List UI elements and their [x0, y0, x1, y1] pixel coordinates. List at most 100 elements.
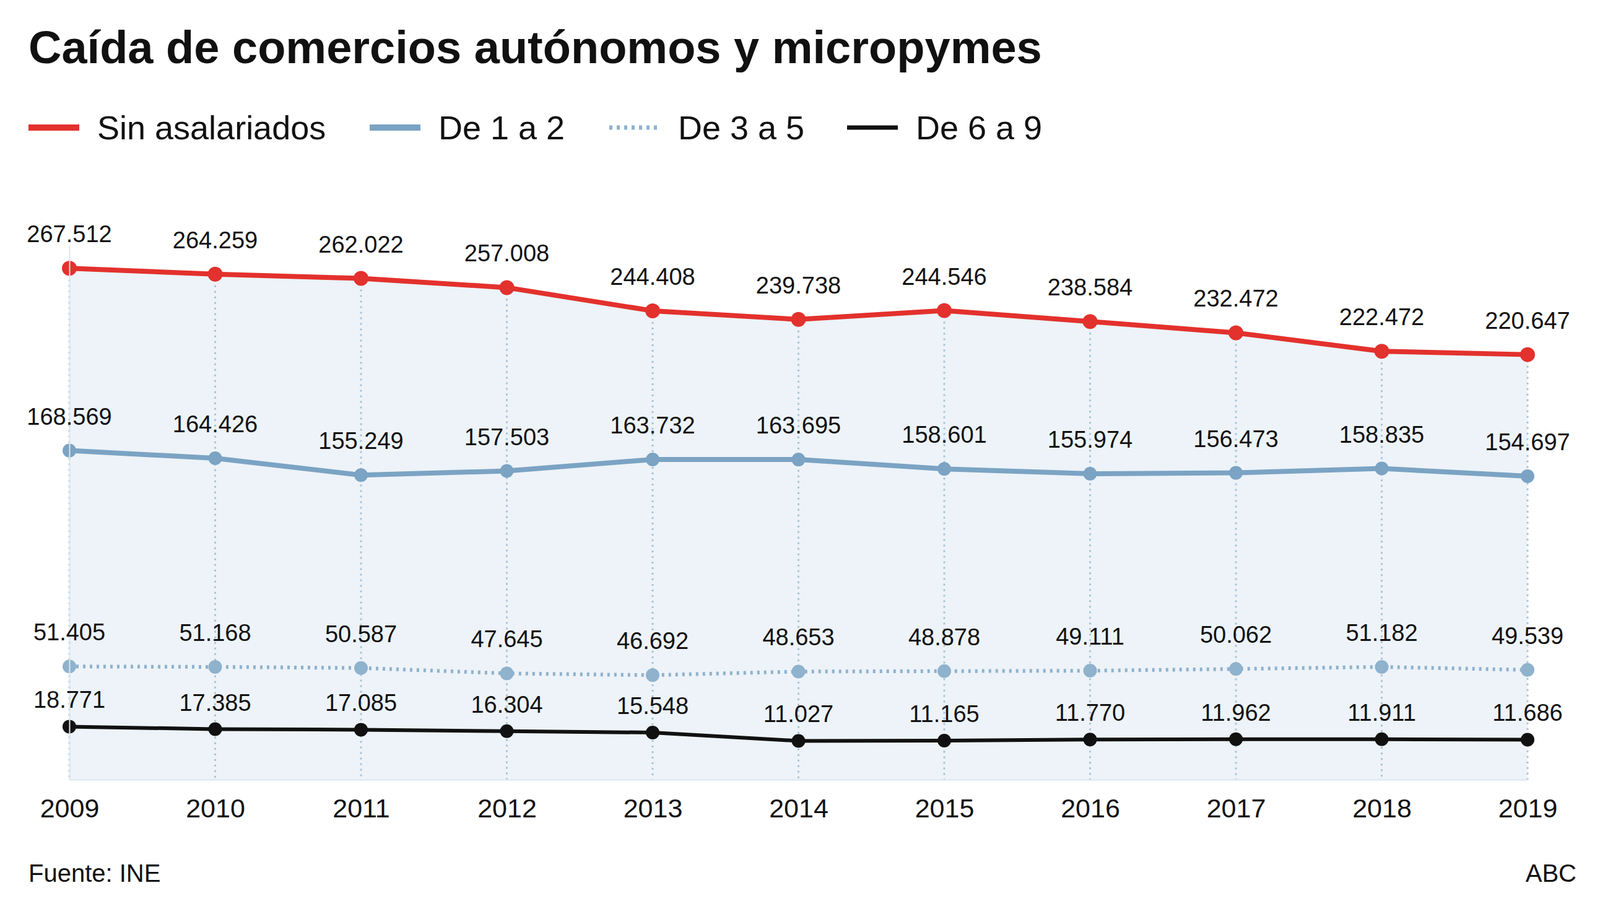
- series: [62, 443, 1535, 483]
- marker: [1082, 313, 1098, 329]
- data-label: 11.027: [763, 700, 834, 727]
- data-label: 154.697: [1484, 429, 1570, 456]
- data-label: 238.584: [1047, 274, 1133, 301]
- marker: [791, 733, 806, 748]
- data-label: 47.645: [470, 626, 543, 653]
- marker: [500, 724, 514, 739]
- data-label: 11.770: [1055, 699, 1126, 726]
- x-axis-line: [69, 779, 1529, 781]
- marker: [500, 464, 514, 479]
- data-label: 257.008: [464, 240, 550, 267]
- marker: [208, 451, 223, 466]
- x-tick-label: 2015: [915, 793, 975, 823]
- series: [61, 260, 1535, 362]
- x-tick: 2013: [623, 779, 683, 823]
- data-label: 46.692: [616, 627, 689, 654]
- marker: [645, 668, 660, 682]
- data-label: 48.878: [908, 624, 981, 651]
- marker: [1229, 661, 1243, 676]
- area-fill: [69, 268, 1528, 780]
- marker: [1520, 732, 1535, 747]
- data-label: 48.653: [762, 624, 835, 651]
- marker: [937, 461, 952, 476]
- marker: [499, 279, 515, 295]
- marker: [1520, 347, 1535, 363]
- x-tick: 2011: [332, 779, 390, 823]
- marker: [208, 660, 223, 674]
- x-tick: 2010: [185, 779, 246, 823]
- data-label: 220.647: [1484, 307, 1570, 334]
- data-labels: 267.512264.259262.022257.008244.408239.7…: [26, 221, 1570, 727]
- marker: [1520, 469, 1535, 483]
- marker: [1375, 660, 1389, 674]
- data-label: 232.472: [1193, 285, 1279, 312]
- legend: Sin asalariados De 1 a 2 De 3 a 5 De 6 a 9: [28, 108, 1043, 147]
- marker: [936, 303, 952, 319]
- data-label: 156.473: [1193, 426, 1279, 453]
- x-axis: 2009201020112012201320142015201620172018…: [40, 779, 1558, 823]
- marker: [1229, 466, 1243, 480]
- legend-swatch: [847, 125, 898, 131]
- data-label: 51.168: [178, 619, 251, 646]
- marker: [208, 722, 223, 737]
- marker: [354, 661, 368, 675]
- legend-swatch: [609, 125, 661, 131]
- data-label: 51.182: [1345, 619, 1418, 646]
- marker: [354, 468, 368, 482]
- data-label: 157.503: [464, 424, 550, 451]
- x-tick-label: 2016: [1060, 793, 1121, 823]
- x-tick-label: 2010: [185, 793, 246, 823]
- data-label: 50.062: [1200, 621, 1272, 648]
- legend-swatch: [369, 124, 421, 131]
- x-tick: 2018: [1352, 779, 1412, 823]
- data-label: 168.569: [26, 403, 112, 430]
- data-label: 18.771: [33, 686, 106, 713]
- marker: [1375, 461, 1389, 476]
- data-label: 49.111: [1055, 623, 1125, 650]
- data-label: 163.732: [609, 412, 695, 439]
- marker: [791, 312, 807, 327]
- data-label: 49.539: [1491, 622, 1564, 649]
- credit: ABC: [1525, 859, 1577, 887]
- legend-label: De 1 a 2: [438, 108, 565, 147]
- marker: [937, 733, 952, 748]
- legend-label: Sin asalariados: [97, 108, 326, 147]
- marker: [1083, 466, 1098, 481]
- data-label: 16.304: [470, 691, 543, 718]
- marker: [208, 266, 223, 282]
- title: Caída de comercios autónomos y micropyme…: [28, 21, 1043, 74]
- data-label: 51.405: [33, 619, 106, 646]
- marker: [353, 271, 369, 287]
- marker: [1375, 732, 1389, 747]
- legend-label: De 3 a 5: [678, 108, 805, 147]
- data-label: 244.546: [901, 263, 987, 290]
- marker: [1229, 732, 1243, 747]
- x-tick: 2015: [915, 779, 975, 823]
- x-tick-label: 2012: [477, 793, 537, 823]
- x-tick-label: 2014: [769, 793, 829, 823]
- marker: [645, 725, 660, 740]
- data-label: 222.472: [1339, 304, 1425, 331]
- x-tick-label: 2019: [1498, 793, 1558, 823]
- data-label: 15.548: [616, 692, 689, 719]
- x-tick: 2019: [1498, 779, 1558, 823]
- marker: [354, 722, 368, 737]
- series-line: [69, 450, 1528, 477]
- series-line: [69, 268, 1528, 355]
- data-label: 158.835: [1339, 421, 1425, 448]
- data-label: 244.408: [609, 263, 695, 290]
- data-label: 155.249: [318, 427, 404, 454]
- series: [62, 659, 1535, 682]
- data-label: 17.385: [178, 689, 251, 716]
- data-label: 50.587: [325, 621, 397, 648]
- data-label: 262.022: [318, 231, 404, 258]
- data-label: 267.512: [26, 221, 112, 248]
- marker: [937, 664, 952, 679]
- legend-label: De 6 a 9: [915, 108, 1043, 147]
- marker: [1520, 663, 1535, 677]
- data-label: 17.085: [325, 689, 397, 716]
- data-label: 264.259: [172, 227, 258, 254]
- x-tick-label: 2017: [1206, 793, 1267, 823]
- x-tick: 2016: [1060, 779, 1121, 823]
- source: Fuente: INE: [28, 859, 161, 887]
